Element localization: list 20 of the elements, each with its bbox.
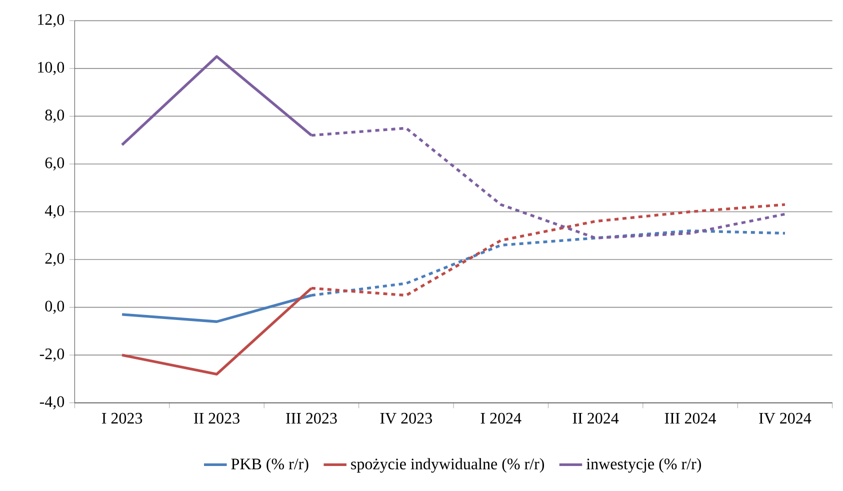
y-tick-label: 4,0: [44, 205, 64, 218]
legend-label: PKB (% r/r): [231, 458, 308, 473]
x-tick-label: II 2023: [194, 412, 240, 424]
y-tick-label: 10,0: [38, 62, 64, 76]
y-tick-label: 12,0: [38, 14, 64, 28]
legend-label: inwestycje (% r/r): [586, 458, 701, 473]
x-tick-label: I 2023: [102, 412, 142, 424]
x-tick-label: II 2024: [572, 412, 619, 424]
y-tick-label: -2,0: [40, 348, 64, 362]
y-tick-label: -4,0: [40, 396, 64, 410]
x-tick-label: III 2023: [286, 412, 337, 424]
x-tick-label: IV 2024: [759, 412, 812, 424]
x-tick-label: I 2024: [480, 412, 522, 424]
y-tick-label: 0,0: [45, 300, 64, 314]
legend-label: spożycie indywidualne (% r/r): [351, 458, 544, 473]
y-tick-label: 8,0: [45, 110, 64, 123]
x-tick-label: IV 2023: [380, 412, 432, 424]
x-tick-label: III 2024: [664, 412, 716, 424]
y-tick-label: 2,0: [45, 253, 64, 266]
y-tick-label: 6,0: [45, 157, 64, 171]
